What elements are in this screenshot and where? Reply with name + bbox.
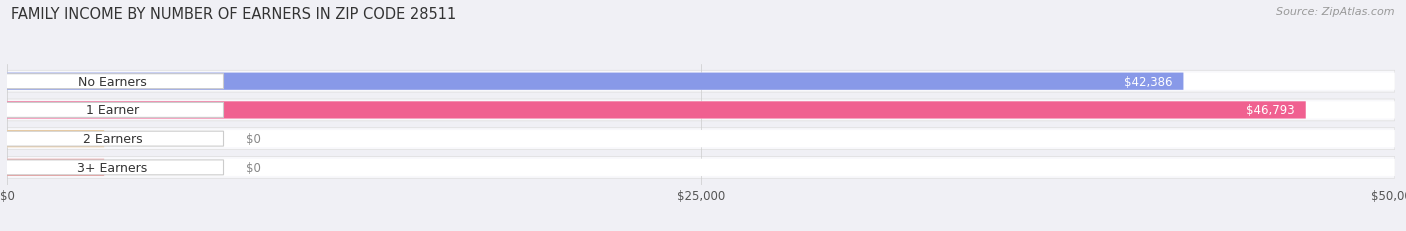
FancyBboxPatch shape [7,159,1395,176]
Text: FAMILY INCOME BY NUMBER OF EARNERS IN ZIP CODE 28511: FAMILY INCOME BY NUMBER OF EARNERS IN ZI… [11,7,457,22]
Text: Source: ZipAtlas.com: Source: ZipAtlas.com [1277,7,1395,17]
FancyBboxPatch shape [1,132,224,146]
FancyBboxPatch shape [1,160,224,175]
FancyBboxPatch shape [7,100,1395,121]
FancyBboxPatch shape [7,128,1395,150]
FancyBboxPatch shape [7,102,1306,119]
Text: 2 Earners: 2 Earners [83,133,142,146]
Text: $46,793: $46,793 [1246,104,1295,117]
FancyBboxPatch shape [7,71,1395,93]
Text: No Earners: No Earners [79,75,146,88]
FancyBboxPatch shape [7,131,1395,148]
FancyBboxPatch shape [7,157,1395,179]
FancyBboxPatch shape [1,103,224,118]
Text: 1 Earner: 1 Earner [86,104,139,117]
Text: $0: $0 [246,133,260,146]
FancyBboxPatch shape [1,74,224,89]
FancyBboxPatch shape [7,73,1184,90]
Text: 3+ Earners: 3+ Earners [77,161,148,174]
FancyBboxPatch shape [7,102,1395,119]
FancyBboxPatch shape [7,159,104,176]
FancyBboxPatch shape [7,131,104,148]
Text: $0: $0 [246,161,260,174]
FancyBboxPatch shape [7,73,1395,90]
Text: $42,386: $42,386 [1123,75,1173,88]
